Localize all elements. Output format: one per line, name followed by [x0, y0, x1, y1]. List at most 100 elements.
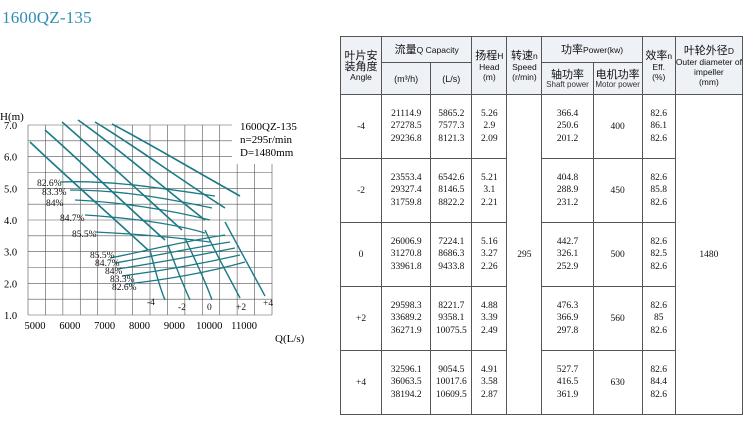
y-tick-label: 6.0 [4, 153, 17, 164]
x-tick-label: 10000 [196, 321, 222, 332]
table-row: +2 29598.3 33689.2 36271.9 8221.7 9358.1 10075… [339, 286, 743, 351]
table-cell-shaft: 442.7 326.1 252.9 [541, 222, 594, 287]
table-cell-m3h: 21114.9 27278.5 29236.8 [381, 94, 432, 159]
angle-label: +4 [263, 299, 273, 309]
x-tick-label: 5000 [24, 321, 45, 332]
y-tick-label: 7.0 [4, 121, 17, 132]
table-cell-ls: 7224.1 8686.3 9433.8 [430, 222, 473, 287]
header-ls-unit: (L/s) [430, 62, 473, 95]
table-cell-diameter: 1480 [674, 94, 744, 415]
table-cell-shaft: 404.8 288.9 231.2 [541, 158, 594, 223]
table-row: +4 32596.1 36063.5 38194.2 9054.5 10017.6 1060… [339, 350, 743, 415]
y-tick-label: 2.0 [4, 279, 17, 290]
annotation-line: D=1480mm [240, 147, 294, 159]
efficiency-curve [59, 181, 216, 197]
header-shaft-power: 轴功率 Shaft power [541, 62, 594, 95]
y-axis-label: H(m) [0, 111, 24, 123]
chart-grid [27, 124, 273, 316]
table-cell-speed: 295 [506, 94, 543, 415]
annotation-line: 1600QZ-135 [240, 121, 297, 133]
efficiency-curve [69, 189, 213, 209]
efficiency-curve [84, 214, 206, 234]
efficiency-curve [74, 199, 211, 221]
table-cell-angle: -2 [339, 158, 383, 223]
table-cell-m3h: 29598.3 33689.2 36271.9 [381, 286, 432, 351]
table-cell-m3h: 23553.4 29327.4 31759.8 [381, 158, 432, 223]
efficiency-label: 84.7% [95, 259, 120, 269]
table-cell-head: 5.21 3.1 2.21 [471, 158, 508, 223]
head-curve [44, 129, 166, 241]
efficiency-label: 85.5% [72, 230, 97, 240]
x-tick-label: 11000 [231, 321, 257, 332]
table-cell-motor: 450 [592, 158, 643, 223]
table-cell-ls: 5865.2 7577.3 8121.3 [430, 94, 473, 159]
angle-label: +2 [236, 303, 246, 313]
efficiency-label: 84% [46, 199, 64, 209]
head-curve [61, 121, 183, 231]
efficiency-curve [125, 261, 246, 285]
header-m3h-unit: (m³/h) [381, 62, 432, 95]
x-tick-label: 9000 [164, 321, 185, 332]
header-efficiency: 效率n Eff. (%) [641, 36, 676, 95]
x-tick-label: 8000 [129, 321, 150, 332]
table-cell-motor: 560 [592, 286, 643, 351]
efficiency-label: 84% [105, 267, 123, 277]
table-cell-angle: 0 [339, 222, 383, 287]
angle-curve [167, 244, 191, 301]
table-cell-motor: 630 [592, 350, 643, 415]
angle-curve [204, 229, 241, 299]
header-diameter: 叶轮外径D Outer diameter of impeller (mm) [674, 36, 744, 95]
table-cell-shaft: 476.3 366.9 297.8 [541, 286, 594, 351]
table-cell-head: 5.26 2.9 2.09 [471, 94, 508, 159]
header-speed: 转速n Speed (r/min) [506, 36, 543, 95]
efficiency-curve [121, 254, 241, 277]
head-curve [111, 123, 241, 197]
y-tick-label: 1.0 [4, 311, 17, 322]
performance-chart: 1.0 2.0 3.0 4.0 5.0 6.0 7.0 5000 6000 7000 8000 900… [0, 111, 310, 345]
y-tick-label: 3.0 [4, 248, 17, 259]
x-tick-label: 7000 [94, 321, 115, 332]
angle-curve [184, 237, 213, 301]
efficiency-curve [109, 234, 226, 259]
table-cell-head: 4.91 3.58 2.87 [471, 350, 508, 415]
header-capacity: 流量Q Capacity [381, 36, 473, 63]
efficiency-curve [117, 247, 236, 270]
head-curve [94, 121, 226, 209]
efficiency-label: 85.5% [90, 251, 115, 261]
angle-curve [224, 221, 266, 297]
table-cell-head: 4.88 3.39 2.49 [471, 286, 508, 351]
annotation-box [232, 117, 310, 164]
efficiency-label: 82.6% [112, 283, 137, 293]
angle-label: -2 [178, 303, 186, 313]
header-power: 功率Power(kw) [541, 36, 643, 63]
angle-curve [149, 249, 166, 301]
angle-label: 0 [207, 303, 212, 313]
efficiency-label: 83.3% [110, 275, 135, 285]
efficiency-label: 83.3% [42, 188, 67, 198]
table-cell-shaft: 527.7 416.5 361.9 [541, 350, 594, 415]
header-motor-power: 电机功率 Motor power [592, 62, 643, 95]
y-tick-label: 5.0 [4, 184, 17, 195]
table-cell-angle: -4 [339, 94, 383, 159]
x-tick-label: 6000 [59, 321, 80, 332]
table-cell-motor: 500 [592, 222, 643, 287]
table-cell-ls: 8221.7 9358.1 10075.5 [430, 286, 473, 351]
annotation-line: n=295r/min [240, 134, 293, 146]
page-title: 1600QZ-135 [2, 8, 92, 27]
table-cell-motor: 400 [592, 94, 643, 159]
table-cell-head: 5.16 3.27 2.26 [471, 222, 508, 287]
table-cell-angle: +4 [339, 350, 383, 415]
header-angle: 叶片安装角度 Angle [339, 36, 383, 95]
table-cell-m3h: 32596.1 36063.5 38194.2 [381, 350, 432, 415]
table-cell-eff: 82.6 85.8 82.6 [641, 158, 676, 223]
header-head: 扬程H Head (m) [471, 36, 508, 95]
table-cell-eff: 82.6 86.1 82.6 [641, 94, 676, 159]
table-cell-eff: 82.6 84.4 82.6 [641, 350, 676, 415]
table-cell-ls: 9054.5 10017.6 10609.5 [430, 350, 473, 415]
table-cell-eff: 82.6 85 82.6 [641, 286, 676, 351]
table-cell-angle: +2 [339, 286, 383, 351]
chart-labels: 1.0 2.0 3.0 4.0 5.0 6.0 7.0 5000 6000 7000 8000 900… [4, 121, 273, 332]
table-cell-eff: 82.6 82.5 82.6 [641, 222, 676, 287]
chart-curves [29, 119, 266, 301]
y-tick-label: 4.0 [4, 216, 17, 227]
